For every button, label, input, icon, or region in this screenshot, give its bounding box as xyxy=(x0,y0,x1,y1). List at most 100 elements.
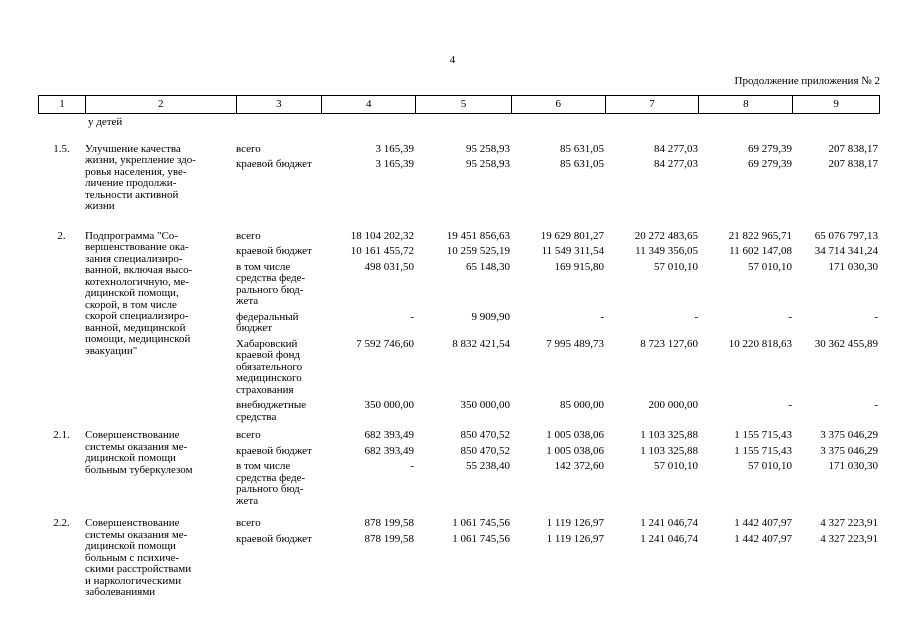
value-cell: 1 241 046,74 xyxy=(640,517,698,529)
table-row: краевой бюджет 682 393,49 850 470,52 1 0… xyxy=(236,444,880,458)
column-header-3: 3 xyxy=(237,96,323,113)
value-cell: 95 258,93 xyxy=(466,158,510,170)
value-cell: 1 442 407,97 xyxy=(734,517,792,529)
value-cell: 350 000,00 xyxy=(460,399,511,411)
value-cell: 200 000,00 xyxy=(648,399,699,411)
value-cell: 69 279,39 xyxy=(748,142,792,155)
value-cell: 8 723 127,60 xyxy=(640,337,698,350)
table-row: федеральный бюджет - 9 909,90 - - - - xyxy=(236,310,880,335)
value-cell: 3 375 046,29 xyxy=(820,429,878,441)
value-cell: 3 165,39 xyxy=(375,158,415,170)
value-cell: 1 241 046,74 xyxy=(640,532,698,545)
value-cell: - xyxy=(600,310,604,323)
value-cell: 142 372,60 xyxy=(554,460,605,472)
value-cell: 1 155 715,43 xyxy=(734,429,792,441)
value-cell: 850 470,52 xyxy=(460,429,511,441)
column-header-5: 5 xyxy=(416,96,512,113)
value-cell: 171 030,30 xyxy=(828,460,879,472)
table-row: Хабаровский краевой фонд обязательного м… xyxy=(236,337,880,397)
value-cell: 8 832 421,54 xyxy=(452,337,510,350)
page-number: 4 xyxy=(449,54,456,66)
value-cell: 10 220 818,63 xyxy=(728,337,792,350)
value-cell: 850 470,52 xyxy=(460,444,511,457)
value-cell: 207 838,17 xyxy=(828,142,879,155)
table-header-row: 1 2 3 4 5 6 7 8 9 xyxy=(38,95,880,114)
value-cell: 1 005 038,06 xyxy=(546,444,604,457)
table-row: внебюджетные средства 350 000,00 350 000… xyxy=(236,399,880,423)
value-cell: 1 119 126,97 xyxy=(546,532,604,545)
section-number: 2. xyxy=(57,229,66,242)
column-header-8: 8 xyxy=(699,96,794,113)
budget-table: 1 2 3 4 5 6 7 8 9 у детей 1.5. Улучшение… xyxy=(38,95,880,599)
value-cell: 65 148,30 xyxy=(466,260,510,273)
funding-source-label: в том числе средства феде- рального бюд-… xyxy=(236,260,306,307)
section-name: Подпрограмма "Со- вершенствование ока- з… xyxy=(85,229,193,357)
appendix-continuation-note: Продолжение приложения № 2 xyxy=(734,75,880,87)
value-cell: 1 442 407,97 xyxy=(734,532,792,545)
value-cell: 3 375 046,29 xyxy=(820,444,878,457)
value-cell: 55 238,40 xyxy=(466,460,510,472)
funding-source-label: краевой бюджет xyxy=(236,444,312,457)
value-cell: 207 838,17 xyxy=(828,158,879,170)
funding-source-label: краевой бюджет xyxy=(236,245,312,257)
value-cell: - xyxy=(788,399,792,411)
column-header-4: 4 xyxy=(322,96,417,113)
value-cell: 1 061 745,56 xyxy=(452,517,510,529)
value-cell: 1 119 126,97 xyxy=(546,517,604,529)
section-name: Улучшение качества жизни, укрепление здо… xyxy=(85,142,196,212)
value-cell: 95 258,93 xyxy=(466,142,510,155)
value-cell: 10 161 455,72 xyxy=(350,245,414,257)
table-section: 2. Подпрограмма "Со- вершенствование ока… xyxy=(38,229,880,428)
value-cell: 682 393,49 xyxy=(364,429,415,441)
value-cell: 21 822 965,71 xyxy=(728,229,792,242)
table-section: 2.2. Совершенствование системы оказания … xyxy=(38,517,880,599)
section-number: 2.1. xyxy=(53,429,70,441)
value-cell: - xyxy=(410,310,414,323)
table-row: всего 878 199,58 1 061 745,56 1 119 126,… xyxy=(236,517,880,530)
funding-source-label: внебюджетные средства xyxy=(236,399,307,423)
value-cell: 1 005 038,06 xyxy=(546,429,604,441)
value-cell: 30 362 455,89 xyxy=(814,337,878,350)
column-header-6: 6 xyxy=(512,96,606,113)
value-cell: 10 259 525,19 xyxy=(446,245,510,257)
value-cell: 9 909,90 xyxy=(471,310,511,323)
value-cell: 57 010,10 xyxy=(748,260,792,273)
table-row: краевой бюджет 10 161 455,72 10 259 525,… xyxy=(236,245,880,258)
value-cell: 7 995 489,73 xyxy=(546,337,604,350)
value-cell: 1 103 325,88 xyxy=(640,429,698,441)
table-section: 2.1. Совершенствование системы оказания … xyxy=(38,429,880,511)
value-cell: 20 272 483,65 xyxy=(634,229,698,242)
value-cell: 7 592 746,60 xyxy=(356,337,414,350)
value-cell: 57 010,10 xyxy=(654,260,698,273)
value-cell: 65 076 797,13 xyxy=(814,229,878,242)
column-header-7: 7 xyxy=(606,96,700,113)
value-cell: 11 349 356,05 xyxy=(635,245,698,257)
value-cell: 57 010,10 xyxy=(748,460,792,472)
value-cell: 34 714 341,24 xyxy=(814,245,878,257)
value-cell: 350 000,00 xyxy=(364,399,415,411)
value-cell: 18 104 202,32 xyxy=(350,229,414,242)
value-cell: 878 199,58 xyxy=(364,517,415,529)
value-cell: 682 393,49 xyxy=(364,444,415,457)
value-cell: 1 155 715,43 xyxy=(734,444,792,457)
section-number: 1.5. xyxy=(53,142,70,155)
value-cell: 19 629 801,27 xyxy=(540,229,604,242)
funding-source-label: краевой бюджет xyxy=(236,532,312,545)
value-cell: 57 010,10 xyxy=(654,460,698,472)
value-cell: 11 602 147,08 xyxy=(729,245,792,257)
value-cell: 69 279,39 xyxy=(748,158,792,170)
funding-source-label: в том числе средства феде- рального бюд-… xyxy=(236,460,306,507)
value-cell: 85 000,00 xyxy=(560,399,604,411)
funding-source-label: всего xyxy=(236,429,261,441)
value-cell: 85 631,05 xyxy=(560,158,604,170)
column-header-1: 1 xyxy=(39,96,86,113)
table-row: в том числе средства феде- рального бюд-… xyxy=(236,460,880,507)
value-cell: - xyxy=(874,399,878,411)
value-cell: 84 277,03 xyxy=(654,158,698,170)
value-cell: 169 915,80 xyxy=(554,260,605,273)
section-name: Совершенствование системы оказания ме- д… xyxy=(85,429,193,476)
table-section: 1.5. Улучшение качества жизни, укреплени… xyxy=(38,142,880,213)
value-cell: - xyxy=(874,310,878,323)
section-number: 2.2. xyxy=(53,517,70,529)
